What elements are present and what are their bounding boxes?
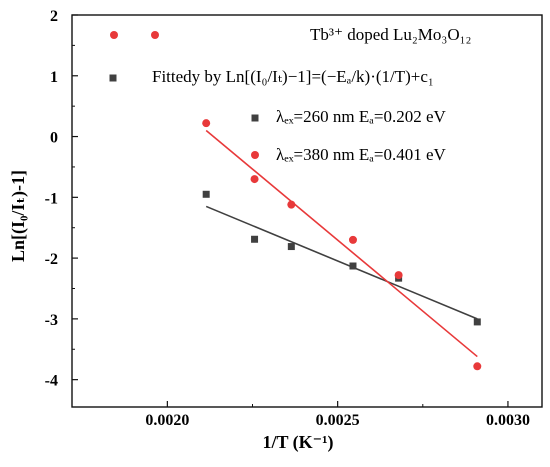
legend-series-2-marker xyxy=(251,151,259,159)
y-axis-tick-label: 2 xyxy=(50,8,58,25)
legend-series-2-label: λₑₓ=380 nm Eₐ=0.401 eV xyxy=(276,145,447,164)
legend-series-1-label: λₑₓ=260 nm Eₐ=0.202 eV xyxy=(276,107,447,126)
fit-lines xyxy=(205,129,478,358)
legend-fit-formula: Fittedy by Ln[(I₀/Iₜ)−1]=(−Eₐ/k)·(1/T)+c… xyxy=(152,67,434,86)
data-point-series-1 xyxy=(473,318,481,326)
x-axis-tick-label: 0.0030 xyxy=(486,412,530,429)
legend-sample-header: Tb³⁺ doped Lu₂Mo₃O₁₂ xyxy=(310,25,471,44)
data-point-series-2 xyxy=(250,175,259,184)
x-axis-title: 1/T (K⁻¹) xyxy=(262,432,333,453)
fit-line-series-2 xyxy=(205,129,478,358)
legend-series-1-marker xyxy=(251,114,259,122)
fit-line-series-1 xyxy=(205,205,478,320)
legend-fit-marker xyxy=(109,74,117,82)
data-point-series-2 xyxy=(473,362,482,371)
x-axis-tick-label: 0.0025 xyxy=(316,412,360,429)
y-axis-tick-label: 1 xyxy=(50,69,58,86)
plot-area-border xyxy=(71,14,543,408)
data-point-series-2 xyxy=(287,200,296,209)
chart-legend: Tb³⁺ doped Lu₂Mo₃O₁₂ Fittedy by Ln[(I₀/I… xyxy=(109,25,471,164)
data-point-series-2 xyxy=(348,235,357,244)
data-point-series-2 xyxy=(202,119,211,128)
data-point-series-2 xyxy=(394,271,403,280)
legend-sample-marker xyxy=(151,31,159,39)
y-axis-tick-label: -3 xyxy=(45,312,58,329)
data-points xyxy=(202,119,482,371)
y-axis-tick-label: 0 xyxy=(50,130,58,147)
data-point-series-1 xyxy=(202,190,210,198)
legend-sample-marker xyxy=(110,31,118,39)
x-axis-tick-label: 0.0020 xyxy=(145,412,189,429)
y-axis-tick-label: -1 xyxy=(45,190,58,207)
y-axis-title: Ln[(I₀/Iₜ)-1] xyxy=(8,170,29,262)
y-axis-tick-label: -2 xyxy=(45,251,58,268)
x-axis-ticks: 0.0020 0.0025 0.0030 xyxy=(145,401,530,429)
y-axis-tick-label: -4 xyxy=(45,373,58,390)
data-point-series-1 xyxy=(251,235,259,243)
data-point-series-1 xyxy=(287,243,295,251)
y-axis-ticks: 2 1 0 -1 -2 -3 -4 xyxy=(45,8,78,390)
data-point-series-1 xyxy=(349,262,357,270)
plot-frame xyxy=(71,14,543,408)
